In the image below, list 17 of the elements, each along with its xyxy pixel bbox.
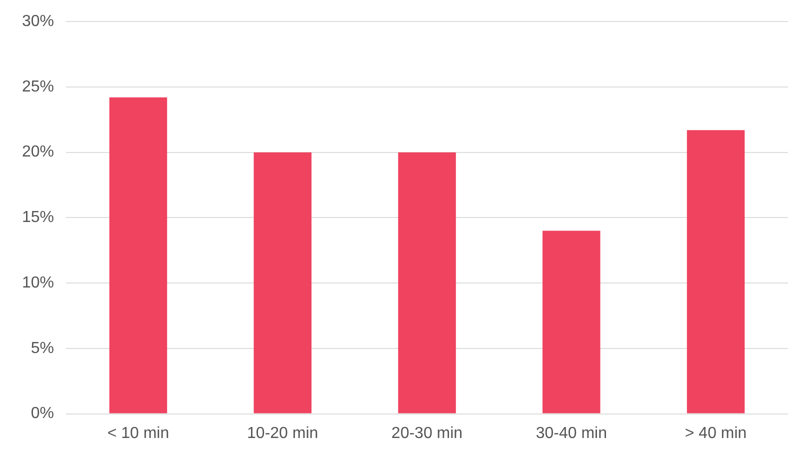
bar (686, 130, 745, 414)
x-tick-label: > 40 min (684, 424, 747, 442)
bar (398, 152, 456, 414)
y-tick-label: 30% (22, 13, 54, 30)
x-tick-label: 30-40 min (536, 424, 607, 442)
x-tick-label: 10-20 min (247, 424, 318, 442)
y-tick-label: 5% (30, 340, 54, 357)
y-tick-label: 20% (22, 144, 54, 161)
y-tick-label: 25% (22, 78, 54, 96)
y-tick-label: 10% (22, 274, 54, 292)
y-tick-label: 0% (30, 405, 54, 422)
x-tick-label: < 10 min (107, 424, 170, 442)
x-tick-label: 20-30 min (391, 424, 463, 442)
bar (109, 97, 168, 414)
bar (542, 230, 600, 414)
y-tick-label: 15% (22, 209, 54, 226)
bar (254, 152, 312, 414)
